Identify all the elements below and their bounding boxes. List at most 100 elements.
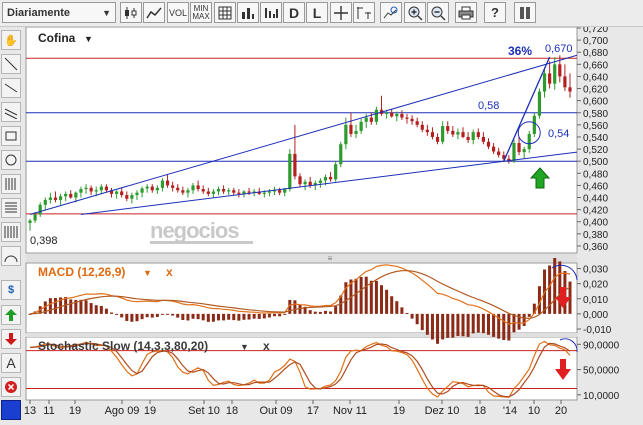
candle-body [517, 143, 521, 153]
candle-body [323, 176, 328, 181]
candle-body [237, 192, 241, 194]
macd-histogram-bar [186, 313, 190, 321]
text-tool[interactable]: A [1, 353, 21, 373]
bookmark-button[interactable] [514, 2, 536, 23]
candle-body [145, 186, 149, 189]
chart-toolbar: Diariamente ▼ VOL MIN MAX D L ? [0, 0, 643, 27]
macd-histogram-bar [385, 289, 389, 314]
high-price-label: 0,670 [545, 43, 573, 55]
macd-histogram-bar [69, 299, 73, 314]
volume-label: VOL [168, 7, 187, 18]
price-y-tick-label: 0,360 [583, 242, 608, 253]
candle-body [313, 182, 317, 186]
candle-body [491, 146, 496, 152]
crosshair-button[interactable] [330, 2, 352, 23]
rectangle-tool[interactable] [1, 126, 21, 146]
candle-body [548, 73, 552, 84]
zoom-out-button[interactable] [427, 2, 449, 23]
candle-body [507, 158, 511, 162]
macd-histogram-bar [135, 313, 139, 322]
candle-body [349, 124, 353, 134]
macd-histogram-bar [492, 313, 496, 337]
ray-tool[interactable] [1, 78, 21, 98]
volume-button[interactable]: VOL [167, 2, 189, 23]
price-y-tick-label: 0,600 [583, 97, 608, 108]
hand-tool[interactable]: ✋ [1, 30, 21, 50]
candles-button[interactable] [120, 2, 142, 23]
macd-y-tick-label: 0,020 [583, 280, 608, 291]
candle-body [53, 197, 58, 200]
draw-line-button[interactable] [353, 2, 375, 23]
price-y-tick-label: 0,380 [583, 230, 608, 241]
macd-histogram-bar [196, 313, 200, 320]
indicator-button[interactable] [260, 2, 282, 23]
candle-body [181, 190, 185, 193]
macd-histogram-bar [53, 298, 57, 314]
candle-body [89, 187, 93, 192]
delete-tool[interactable] [1, 377, 21, 397]
log-button[interactable]: L [306, 2, 328, 23]
candle-body [374, 109, 379, 122]
parallel-tool[interactable] [1, 102, 21, 122]
level-label: 0,58 [478, 100, 499, 112]
print-button[interactable] [455, 2, 477, 23]
candle-body [481, 136, 485, 142]
stochastic-arrow-down-icon [555, 359, 571, 380]
macd-histogram-bar [400, 307, 404, 314]
fibonacci-h-tool[interactable] [1, 198, 21, 218]
price-y-tick-label: 0,640 [583, 72, 608, 83]
arrow-up-tool[interactable] [1, 305, 21, 325]
color-swatch[interactable] [1, 400, 21, 420]
dollar-tool[interactable]: $ [1, 280, 21, 300]
price-y-tick-label: 0,700 [583, 36, 608, 47]
help-button[interactable]: ? [484, 2, 506, 23]
candle-body [64, 193, 68, 197]
candle-body [150, 186, 154, 191]
candle-body [109, 190, 114, 194]
x-tick-label: 19 [69, 405, 81, 417]
candle-body [267, 191, 272, 193]
minmax-button[interactable]: MIN MAX [190, 2, 212, 23]
price-y-tick-label: 0,480 [583, 169, 608, 180]
line-chart-button[interactable] [143, 2, 165, 23]
x-tick-label: Nov 11 [333, 405, 367, 417]
macd-histogram-bar [232, 313, 236, 321]
grid-icon [218, 6, 232, 19]
macd-histogram-bar [89, 303, 93, 314]
highlight-circle [517, 121, 541, 145]
daily-button[interactable]: D [283, 2, 305, 23]
stochastic-y-tick-label: 50,0000 [583, 366, 620, 377]
macd-y-tick-label: 0,010 [583, 295, 608, 306]
line-tool[interactable] [1, 54, 21, 74]
candle-body [130, 195, 134, 199]
macd-histogram-bar [176, 313, 180, 318]
macd-histogram-bar [537, 286, 541, 314]
fibonacci-tool[interactable] [1, 174, 21, 194]
candle-body [522, 149, 526, 153]
candle-body [140, 188, 144, 193]
bar-chart-button[interactable] [237, 2, 259, 23]
candle-body [497, 151, 501, 156]
macd-histogram-bar [364, 276, 368, 314]
arc-tool[interactable] [1, 246, 21, 266]
period-select[interactable]: Diariamente ▼ [2, 2, 116, 23]
candle-body [400, 113, 404, 118]
x-tick-label: 17 [307, 405, 319, 417]
macd-histogram-bar [451, 313, 455, 338]
arrow-down-tool[interactable] [1, 329, 21, 349]
x-tick-label: Dez 10 [425, 405, 460, 417]
macd-histogram-bar [507, 313, 511, 341]
zoom-chart-button[interactable] [380, 2, 402, 23]
macd-histogram-bar [216, 313, 220, 321]
hand-icon: ✋ [4, 34, 18, 47]
zoom-in-button[interactable] [404, 2, 426, 23]
grid-button[interactable] [214, 2, 236, 23]
candle-body [94, 190, 98, 192]
macd-histogram-bar [140, 313, 144, 320]
macd-histogram-bar [110, 312, 114, 314]
macd-histogram-bar [471, 313, 475, 334]
candle-body [542, 73, 547, 92]
circle-tool[interactable] [1, 150, 21, 170]
gann-tool[interactable] [1, 222, 21, 242]
